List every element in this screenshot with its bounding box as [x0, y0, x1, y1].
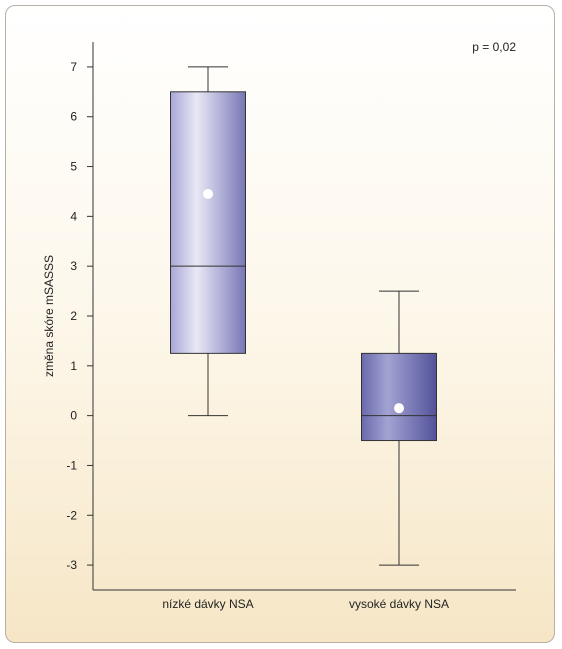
- mean-marker-1: [394, 403, 404, 414]
- box-0: [170, 66, 246, 417]
- iqr-box-1: [361, 352, 437, 442]
- x-tick-label-1: vysoké dávky NSA: [349, 597, 449, 611]
- y-tick-label-4: 4: [70, 209, 77, 223]
- y-tick-label-1: 1: [70, 359, 77, 373]
- box-1: [361, 290, 437, 566]
- y-tick-label-5: 5: [70, 160, 77, 174]
- chart-panel: [5, 5, 555, 643]
- p-value-annotation: p = 0,02: [472, 40, 516, 54]
- box-series: [170, 66, 437, 566]
- y-axis-title: změna skóre mSASSS: [42, 255, 56, 377]
- x-tick-label-0: nízké dávky NSA: [162, 597, 253, 611]
- y-tick-label-2: 2: [70, 309, 77, 323]
- iqr-box-0: [170, 91, 246, 354]
- y-tick-label-7: 7: [70, 60, 77, 74]
- y-axis-ticks: -3 -2 -1 0 1 2 3 4 5 6 7: [66, 60, 93, 572]
- y-tick-label--3: -3: [66, 558, 77, 572]
- mean-marker-0: [203, 188, 213, 199]
- y-tick-label-3: 3: [70, 259, 77, 273]
- y-tick-label--1: -1: [66, 458, 77, 472]
- y-tick-label-6: 6: [70, 110, 77, 124]
- y-tick-label--2: -2: [66, 508, 77, 522]
- y-tick-label-0: 0: [70, 409, 77, 423]
